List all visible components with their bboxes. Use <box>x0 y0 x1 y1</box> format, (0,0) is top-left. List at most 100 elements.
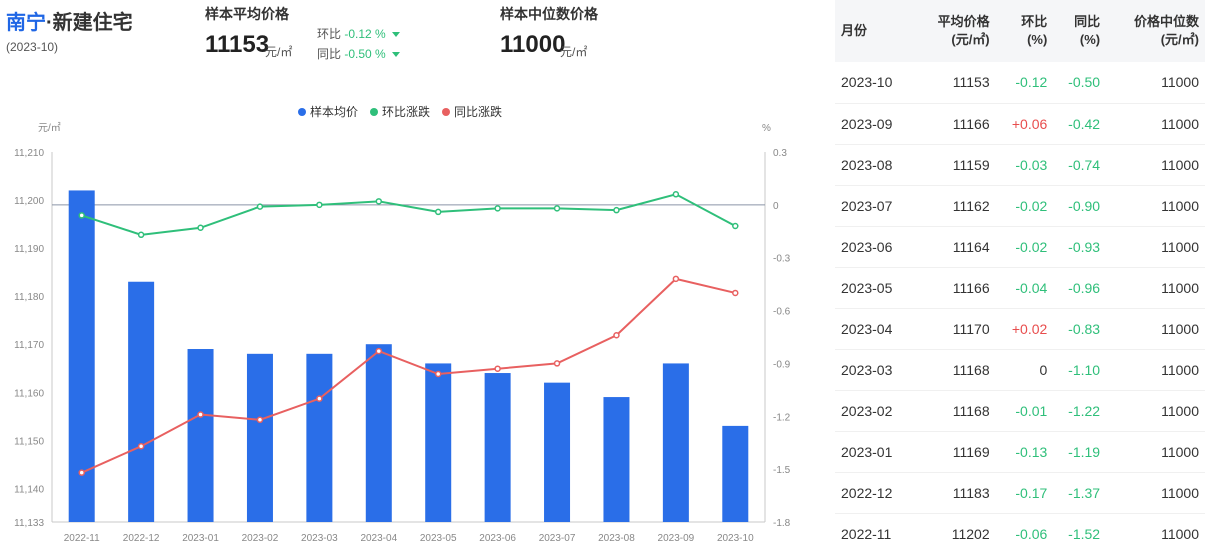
column-header: 月份 <box>835 0 915 62</box>
table-row: 2023-07 11162 -0.02 -0.90 11000 <box>835 185 1205 227</box>
mom-point <box>553 205 561 212</box>
mom-point <box>256 203 264 210</box>
table-cell: 2022-12 <box>835 472 915 514</box>
column-header: 环比 (%) <box>995 0 1054 62</box>
table-cell: 11166 <box>914 103 996 145</box>
mom-point <box>316 201 323 209</box>
mom-point <box>672 191 680 198</box>
right-tick-label: -1.8 <box>773 518 791 529</box>
table-row: 2023-10 11153 -0.12 -0.50 11000 <box>835 62 1205 104</box>
table-cell: 11000 <box>1106 349 1205 391</box>
table-cell: -0.02 <box>995 185 1054 227</box>
legend-marker <box>298 108 306 116</box>
column-header: 同比 (%) <box>1053 0 1107 62</box>
mom-point <box>137 231 145 239</box>
chart-legend: 样本均价 环比涨跌 同比涨跌 <box>298 104 502 119</box>
table-cell: 11000 <box>1106 144 1205 186</box>
table-cell: 11000 <box>1106 308 1205 350</box>
bar <box>484 373 511 522</box>
bar <box>128 281 155 522</box>
table-cell: 2023-03 <box>835 349 915 391</box>
table-cell: 2023-08 <box>835 144 915 186</box>
table-cell: 11168 <box>914 390 996 432</box>
bar <box>662 363 689 522</box>
table-row: 2023-08 11159 -0.03 -0.74 11000 <box>835 144 1205 186</box>
left-tick-label: 11,200 <box>14 196 44 207</box>
yoy-point <box>316 395 323 402</box>
city-name: 南宁 <box>6 12 46 34</box>
right-tick-label: -0.9 <box>773 359 791 370</box>
table-body: 2023-10 11153 -0.12 -0.50 11000 2023-09 11166 +… <box>835 62 1205 548</box>
x-tick-label: 2022-12 <box>123 533 160 544</box>
down-arrow-icon <box>391 52 400 58</box>
left-tick-label: 11,180 <box>14 292 44 303</box>
x-tick-label: 2023-09 <box>658 533 695 544</box>
table-row: 2023-06 11164 -0.02 -0.93 11000 <box>835 226 1205 268</box>
table-cell: +0.06 <box>995 103 1054 145</box>
left-tick-label: 11,170 <box>14 340 44 351</box>
bar <box>425 363 452 522</box>
table-row: 2023-02 11168 -0.01 -1.22 11000 <box>835 390 1205 432</box>
avg-price-value: 11153 <box>205 31 270 58</box>
table-cell: -0.03 <box>995 144 1054 186</box>
table-cell: 11164 <box>914 226 996 268</box>
table-cell: 2023-10 <box>835 62 915 104</box>
yoy-point <box>672 275 680 283</box>
table-cell: -1.10 <box>1053 349 1107 391</box>
table-cell: 11166 <box>914 267 996 309</box>
column-header: 平均价格 (元/㎡) <box>914 0 996 62</box>
x-tick-label: 2023-01 <box>182 533 219 544</box>
mom-point <box>434 208 442 216</box>
table-cell: 2022-11 <box>835 513 915 548</box>
table-row: 2022-11 11202 -0.06 -1.52 11000 <box>835 513 1205 548</box>
mom-line <box>81 193 736 236</box>
left-tick-label: 11,190 <box>14 244 44 255</box>
table-cell: 11000 <box>1106 185 1205 227</box>
bar-series <box>68 190 749 522</box>
table-cell: -0.96 <box>1053 267 1107 309</box>
right-tick-label: -0.3 <box>773 254 791 265</box>
table-cell: -0.13 <box>995 431 1054 473</box>
yoy-point <box>732 289 739 297</box>
table-cell: -0.74 <box>1053 144 1107 186</box>
table-cell: 2023-04 <box>835 308 915 350</box>
x-tick-label: 2023-07 <box>539 533 576 544</box>
legend-label: 同比涨跌 <box>454 104 502 119</box>
table-cell: 11000 <box>1106 513 1205 548</box>
left-tick-label: 11,150 <box>14 436 44 447</box>
legend-marker <box>442 108 450 116</box>
table-cell: 2023-01 <box>835 431 915 473</box>
bar <box>246 353 273 522</box>
table-row: 2023-09 11166 +0.06 -0.42 11000 <box>835 103 1205 145</box>
x-tick-label: 2023-08 <box>598 533 635 544</box>
mom-point <box>732 222 739 230</box>
legend-label: 样本均价 <box>310 104 358 119</box>
table-row: 2023-01 11169 -0.13 -1.19 11000 <box>835 431 1205 473</box>
right-tick-label: -0.6 <box>773 307 791 318</box>
yoy-line <box>81 277 736 474</box>
mom-point <box>78 212 85 219</box>
yoy-label: 同比 <box>317 47 342 61</box>
table-cell: -0.17 <box>995 472 1054 514</box>
yoy-point <box>375 347 383 355</box>
median-price-title: 样本中位数价格 <box>500 6 598 22</box>
table-row: 2022-12 11183 -0.17 -1.37 11000 <box>835 472 1205 514</box>
median-price-value: 11000 <box>500 31 566 58</box>
table-cell: 11000 <box>1106 103 1205 145</box>
x-tick-label: 2022-11 <box>64 533 100 544</box>
bar <box>603 397 630 522</box>
bar <box>722 425 749 522</box>
table-cell: 11169 <box>914 431 996 473</box>
right-tick-label: -1.2 <box>773 412 791 423</box>
avg-price-mom: 环比 -0.12 % <box>317 25 400 42</box>
mom-value: -0.12 % <box>344 27 386 41</box>
table-cell: 11162 <box>914 185 996 227</box>
yoy-point <box>494 365 501 372</box>
table-row: 2023-03 11168 0 -1.10 11000 <box>835 349 1205 391</box>
left-tick-label: 11,140 <box>14 484 44 495</box>
yoy-point <box>256 416 264 424</box>
bar <box>187 349 214 522</box>
yoy-point <box>137 442 145 450</box>
bar <box>544 382 571 522</box>
yoy-value: -0.50 % <box>344 47 386 61</box>
